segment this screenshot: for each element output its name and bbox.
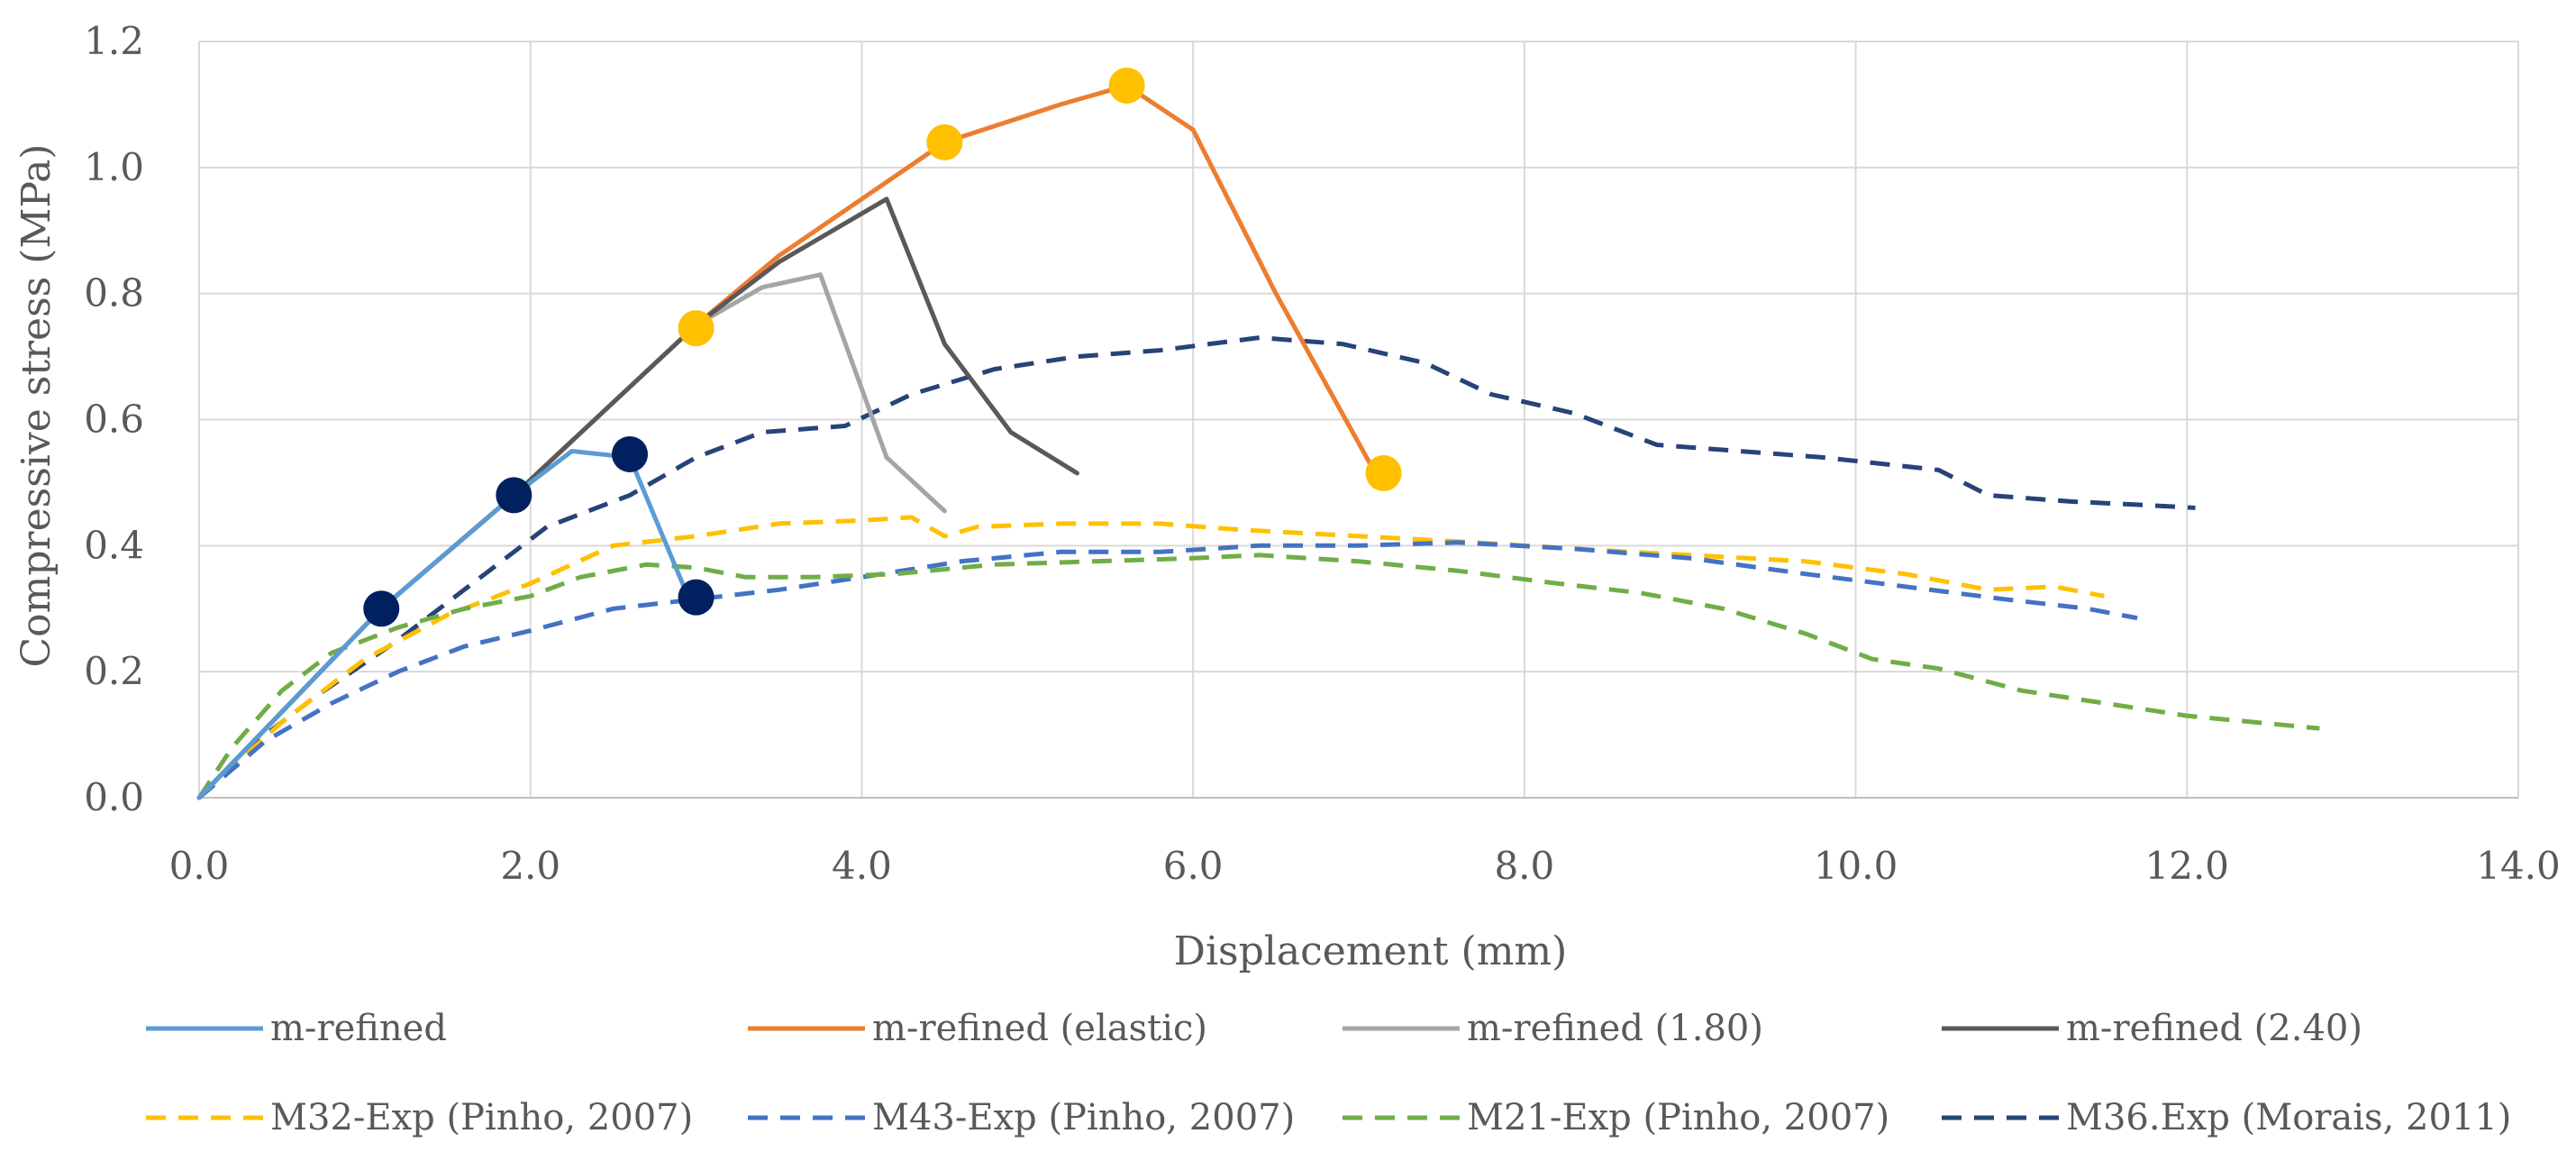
y-tick-label: 1.0: [84, 145, 144, 189]
data-point-marker: [678, 310, 715, 347]
legend-label: M21-Exp (Pinho, 2007): [1467, 1097, 1889, 1138]
series-line-m32-exp-pinho-2007: [197, 515, 2105, 800]
y-tick-label: 0.8: [84, 271, 144, 315]
gridlines: [198, 41, 2519, 799]
series-line-m36-exp-morais-2011: [197, 335, 2196, 800]
y-tick-label: 0.4: [84, 523, 144, 567]
x-axis-title: Displacement (mm): [1174, 928, 1568, 974]
data-point-marker: [363, 590, 400, 627]
x-tick-label: 10.0: [1814, 844, 1898, 888]
legend-label: M36.Exp (Morais, 2011): [2066, 1097, 2511, 1138]
data-point-marker: [496, 477, 532, 514]
x-tick-label: 0.0: [169, 844, 230, 888]
data-point-marker: [612, 435, 649, 472]
legend-label: m-refined: [270, 1008, 447, 1049]
series-line-m-refined-1-80: [196, 272, 947, 800]
series-line-m21-exp-pinho-2007: [196, 553, 2320, 800]
x-tick-label: 12.0: [2145, 844, 2230, 888]
y-tick-label: 0.0: [84, 775, 144, 819]
data-markers: [363, 67, 1402, 627]
y-tick-label: 0.2: [84, 649, 144, 693]
data-point-marker: [926, 123, 963, 160]
y-tick-label: 1.2: [84, 19, 144, 63]
legend-label: m-refined (1.80): [1467, 1008, 1763, 1049]
data-point-marker: [678, 579, 715, 616]
series-lines: [196, 83, 2320, 800]
series-line-m-refined-2-40: [196, 197, 1079, 800]
y-axis-title: Compressive stress (MPa): [14, 144, 59, 668]
x-tick-label: 4.0: [832, 844, 892, 888]
series-line-m-refined: [196, 449, 690, 800]
x-tick-label: 6.0: [1163, 844, 1224, 888]
tick-labels: 0.0 2.0 4.0 6.0 8.0 10.0 12.0 14.0 0.0 0.2 0.4 0.6 0…: [84, 19, 2561, 888]
legend: m-refined m-refined (elastic) m-refined (1…: [146, 1008, 2511, 1138]
data-point-marker: [1365, 454, 1402, 491]
legend-label: m-refined (elastic): [872, 1008, 1207, 1049]
x-tick-label: 2.0: [500, 844, 560, 888]
legend-label: m-refined (2.40): [2066, 1008, 2362, 1049]
y-tick-label: 0.6: [84, 398, 144, 442]
data-point-marker: [1108, 67, 1145, 104]
x-tick-label: 8.0: [1494, 844, 1554, 888]
series-line-m43-exp-pinho-2007: [197, 540, 2138, 800]
series-line-m-refined-elastic: [196, 83, 1378, 800]
legend-label: M43-Exp (Pinho, 2007): [872, 1097, 1295, 1138]
x-tick-label: 14.0: [2476, 844, 2561, 888]
legend-label: M32-Exp (Pinho, 2007): [270, 1097, 693, 1138]
